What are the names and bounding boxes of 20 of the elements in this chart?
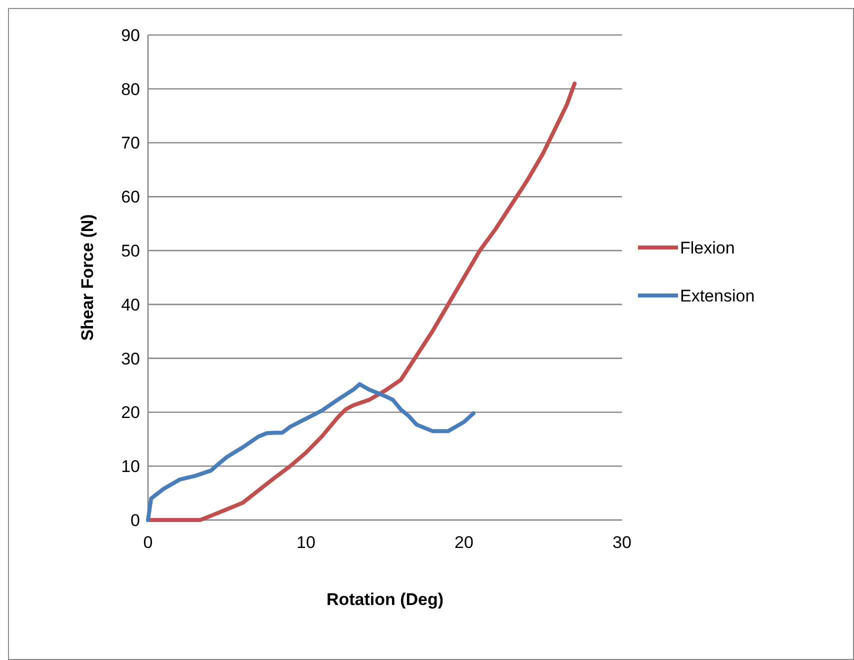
legend-label: Extension: [680, 286, 755, 306]
line-series: [146, 82, 577, 522]
y-tick-label: 50: [121, 242, 140, 261]
x-tick-label: 0: [143, 533, 153, 552]
y-tick-label: 70: [121, 134, 140, 153]
y-tick-label: 30: [121, 349, 140, 368]
line-series: [146, 382, 476, 522]
x-axis-title: Rotation (Deg): [326, 590, 444, 609]
x-tick-label: 10: [296, 533, 316, 552]
y-tick-label: 0: [130, 510, 140, 530]
y-axis-title: Shear Force (N): [78, 214, 97, 341]
x-tick-label: 30: [612, 533, 632, 552]
y-tick-label: 20: [121, 403, 140, 422]
y-tick-label: 80: [121, 80, 140, 99]
legend-label: Flexion: [680, 238, 735, 258]
y-tick-label: 90: [121, 26, 140, 45]
y-tick-label: 10: [121, 457, 140, 476]
y-tick-label: 60: [121, 188, 140, 207]
x-tick-label: 20: [454, 533, 474, 552]
y-tick-label: 40: [121, 295, 140, 314]
